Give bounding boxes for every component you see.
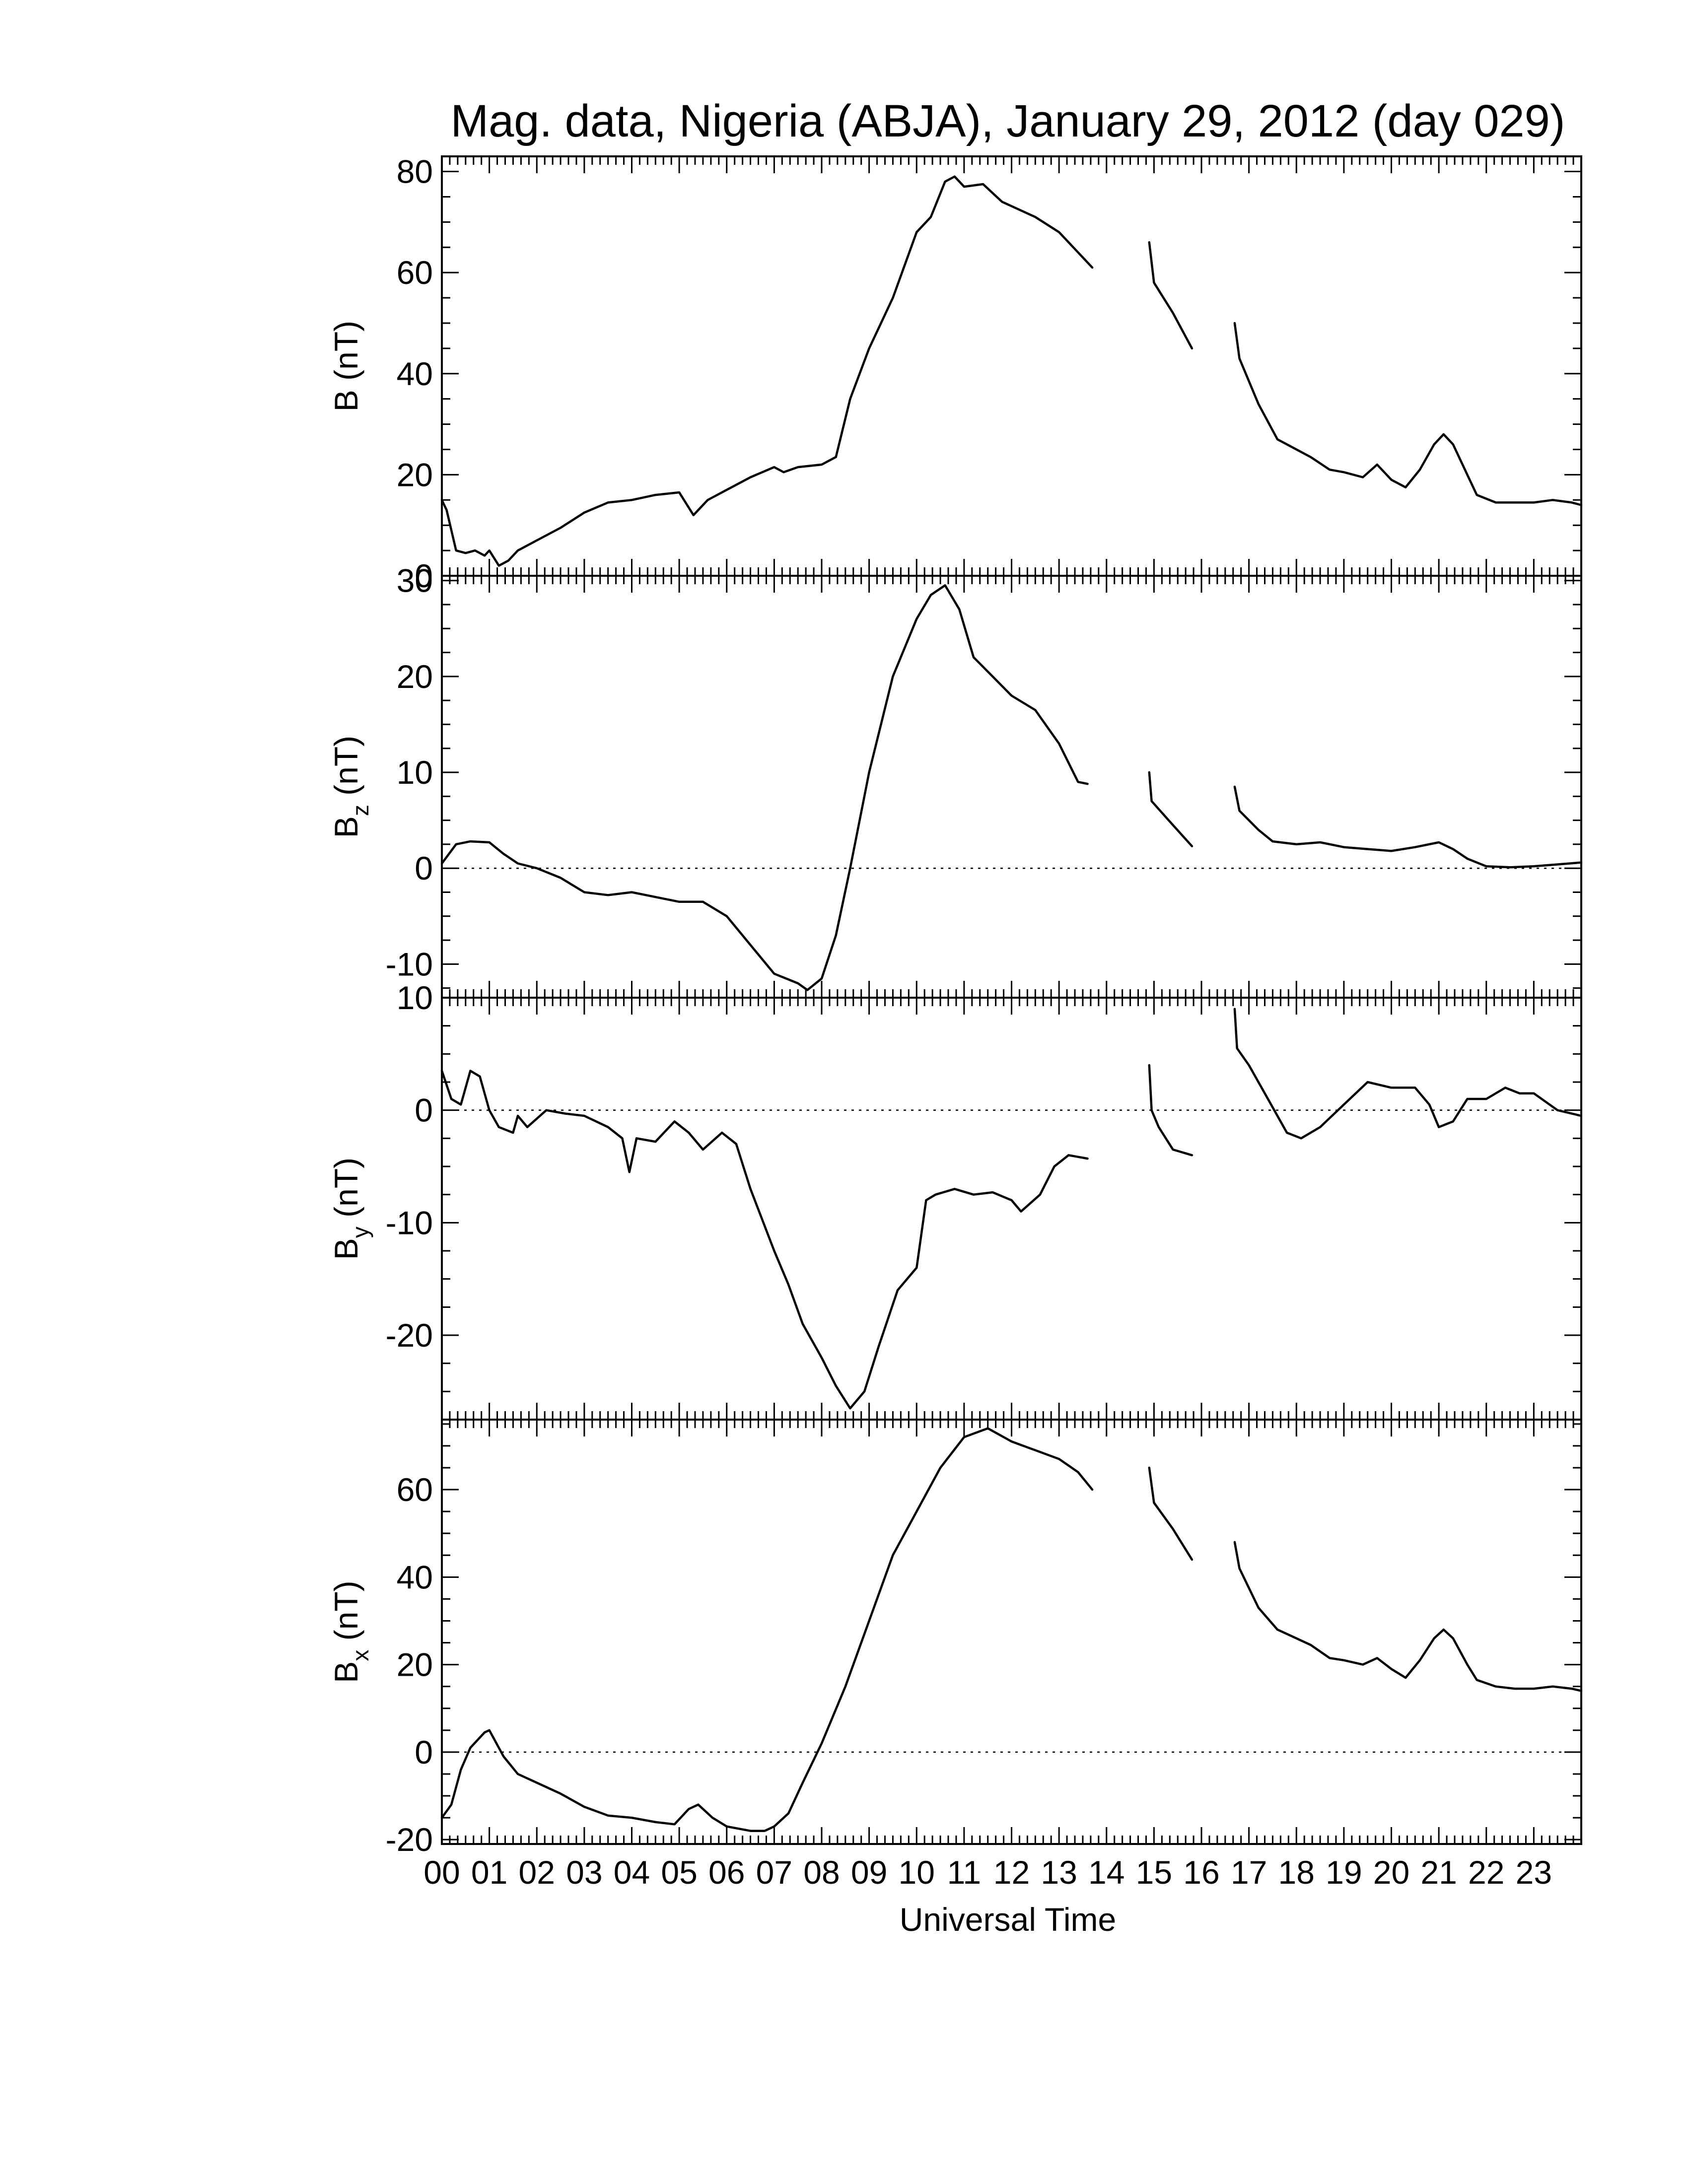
y-tick-label: 30	[397, 562, 433, 599]
y-axis-label: By (nT)	[328, 1158, 373, 1260]
x-tick-label: 23	[1516, 1854, 1552, 1891]
y-axis-label-unit: (nT)	[328, 1158, 364, 1227]
panel-frame	[441, 155, 1582, 577]
y-axis-label-unit: (nT)	[328, 1580, 364, 1649]
panel-Bx: -20 0 20 40 60 Bx (nT)	[328, 1419, 1583, 1858]
y-axis-label-subscript: x	[348, 1650, 373, 1661]
x-tick-label: 19	[1326, 1854, 1362, 1891]
y-tick-label: 10	[397, 979, 433, 1016]
x-tick-label: 14	[1088, 1854, 1125, 1891]
panel-frame	[441, 575, 1582, 999]
x-tick-label: 13	[1041, 1854, 1077, 1891]
series-line-B	[440, 175, 1094, 567]
y-tick-label: -10	[386, 946, 433, 982]
y-tick-label: 10	[397, 754, 433, 791]
x-tick-label: 18	[1278, 1854, 1315, 1891]
x-tick-label: 17	[1231, 1854, 1267, 1891]
y-axis-label-unit: (nT)	[328, 736, 364, 805]
y-tick-label: -20	[386, 1821, 433, 1858]
y-axis-label-main: B	[328, 390, 364, 411]
y-tick-label: 40	[397, 1559, 433, 1595]
x-axis-label: Universal Time	[900, 1901, 1116, 1938]
x-tick-label: 09	[851, 1854, 887, 1891]
series-line-By	[440, 1070, 1089, 1410]
y-tick-label: 80	[397, 153, 433, 190]
x-tick-label: 12	[993, 1854, 1030, 1891]
x-tick-label: 15	[1136, 1854, 1172, 1891]
x-tick-label: 05	[661, 1854, 697, 1891]
panels-group: 0 20 40 60 80 B (nT) -10 0 10 20 30 Bz (nT) -20 -10 0 1…	[328, 153, 1583, 1858]
series-line-By	[1148, 1064, 1194, 1157]
x-tick-label: 08	[803, 1854, 840, 1891]
y-tick-label: 0	[415, 1092, 433, 1129]
x-tick-label: 11	[947, 1854, 982, 1891]
y-axis-label-main: B	[328, 1238, 364, 1260]
series-line-B	[1148, 241, 1194, 350]
chart-title: Mag. data, Nigeria (ABJA), January 29, 2…	[451, 96, 1565, 146]
series-line-Bz	[1148, 771, 1194, 848]
y-tick-label: -20	[386, 1317, 433, 1354]
x-tick-label: 22	[1468, 1854, 1504, 1891]
x-tick-label: 03	[566, 1854, 602, 1891]
x-tick-label: 04	[614, 1854, 650, 1891]
y-axis-label-subscript: z	[348, 805, 373, 816]
x-tick-label: 21	[1420, 1854, 1457, 1891]
y-tick-label: 20	[397, 658, 433, 695]
series-line-Bx	[1233, 1541, 1583, 1692]
y-tick-label: 20	[397, 456, 433, 493]
series-line-By	[1233, 1008, 1583, 1140]
series-line-Bz	[1233, 785, 1583, 869]
x-tick-label: 02	[519, 1854, 555, 1891]
y-axis-label-main: B	[328, 1661, 364, 1683]
y-axis-label-main: B	[328, 816, 364, 838]
y-tick-label: 60	[397, 1471, 433, 1508]
series-line-Bx	[440, 1427, 1094, 1832]
panel-By: -20 -10 0 10 By (nT)	[328, 979, 1583, 1421]
x-tick-label: 06	[708, 1854, 745, 1891]
x-tick-label: 01	[471, 1854, 507, 1891]
y-tick-label: 0	[415, 557, 433, 594]
y-axis-label-subscript: y	[348, 1227, 373, 1238]
series-line-B	[1233, 322, 1583, 506]
y-axis-label-unit: (nT)	[328, 321, 364, 390]
x-tick-label: 20	[1373, 1854, 1409, 1891]
y-tick-label: 60	[397, 254, 433, 291]
y-axis-label: B (nT)	[328, 321, 364, 411]
series-line-Bx	[1148, 1466, 1194, 1561]
x-axis-tick-labels: 00 01 02 03 04 05 06 07 08 09 10 11 12 13 14 15 16 17 18 19…	[423, 1854, 1552, 1891]
x-tick-label: 10	[899, 1854, 935, 1891]
y-tick-label: 20	[397, 1646, 433, 1683]
y-tick-label: 0	[415, 1734, 433, 1771]
x-tick-label: 16	[1183, 1854, 1219, 1891]
y-tick-label: -10	[386, 1204, 433, 1241]
series-line-Bz	[440, 584, 1089, 991]
y-axis-label: Bx (nT)	[328, 1580, 373, 1683]
panel-frame	[441, 1419, 1582, 1845]
panel-B: 0 20 40 60 80 B (nT)	[328, 153, 1583, 594]
y-axis-label: Bz (nT)	[328, 736, 373, 838]
y-tick-label: 40	[397, 355, 433, 392]
panel-Bz: -10 0 10 20 30 Bz (nT)	[328, 562, 1583, 999]
y-tick-label: 0	[415, 850, 433, 887]
panel-frame	[441, 997, 1582, 1421]
x-tick-label: 00	[423, 1854, 460, 1891]
x-tick-label: 07	[756, 1854, 792, 1891]
